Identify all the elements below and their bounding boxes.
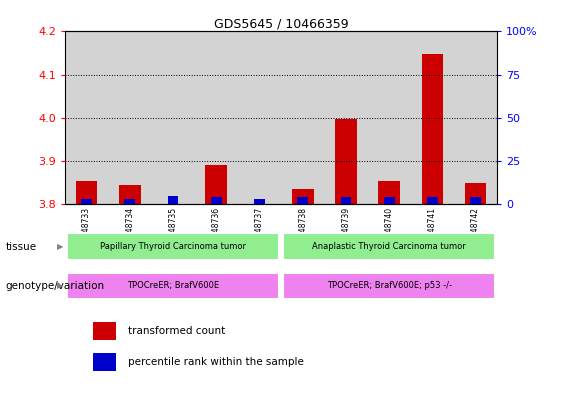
Bar bbox=[283, 273, 495, 299]
Bar bbox=[297, 197, 308, 204]
Bar bbox=[93, 322, 116, 340]
Bar bbox=[283, 233, 495, 260]
Bar bbox=[206, 165, 227, 204]
Bar bbox=[81, 199, 92, 204]
Text: ▶: ▶ bbox=[56, 242, 63, 251]
Text: Anaplastic Thyroid Carcinoma tumor: Anaplastic Thyroid Carcinoma tumor bbox=[312, 242, 466, 250]
Text: genotype/variation: genotype/variation bbox=[6, 281, 105, 291]
Bar bbox=[384, 197, 394, 204]
Bar bbox=[379, 181, 400, 204]
Title: GDS5645 / 10466359: GDS5645 / 10466359 bbox=[214, 17, 349, 30]
Bar bbox=[76, 181, 97, 204]
Bar bbox=[211, 197, 221, 204]
Text: tissue: tissue bbox=[6, 242, 37, 252]
Text: TPOCreER; BrafV600E; p53 -/-: TPOCreER; BrafV600E; p53 -/- bbox=[327, 281, 451, 290]
Bar bbox=[341, 197, 351, 204]
Bar bbox=[151, 31, 194, 204]
Bar bbox=[427, 197, 438, 204]
Bar bbox=[93, 353, 116, 371]
Bar bbox=[421, 54, 443, 204]
Bar bbox=[324, 31, 368, 204]
Text: Papillary Thyroid Carcinoma tumor: Papillary Thyroid Carcinoma tumor bbox=[100, 242, 246, 250]
Bar bbox=[65, 31, 108, 204]
Text: ▶: ▶ bbox=[56, 281, 63, 290]
Bar bbox=[470, 197, 481, 204]
Bar bbox=[119, 185, 141, 204]
Bar bbox=[254, 199, 265, 204]
Bar bbox=[292, 189, 314, 204]
Bar bbox=[411, 31, 454, 204]
Bar bbox=[465, 183, 486, 204]
Bar bbox=[454, 31, 497, 204]
Text: transformed count: transformed count bbox=[128, 326, 225, 336]
Bar bbox=[168, 196, 179, 204]
Text: TPOCreER; BrafV600E: TPOCreER; BrafV600E bbox=[127, 281, 219, 290]
Bar bbox=[67, 233, 279, 260]
Bar bbox=[108, 31, 151, 204]
Bar bbox=[367, 31, 411, 204]
Bar bbox=[124, 199, 135, 204]
Text: percentile rank within the sample: percentile rank within the sample bbox=[128, 357, 304, 367]
Bar bbox=[335, 119, 357, 204]
Bar bbox=[238, 31, 281, 204]
Bar bbox=[194, 31, 238, 204]
Bar bbox=[67, 273, 279, 299]
Bar bbox=[281, 31, 324, 204]
